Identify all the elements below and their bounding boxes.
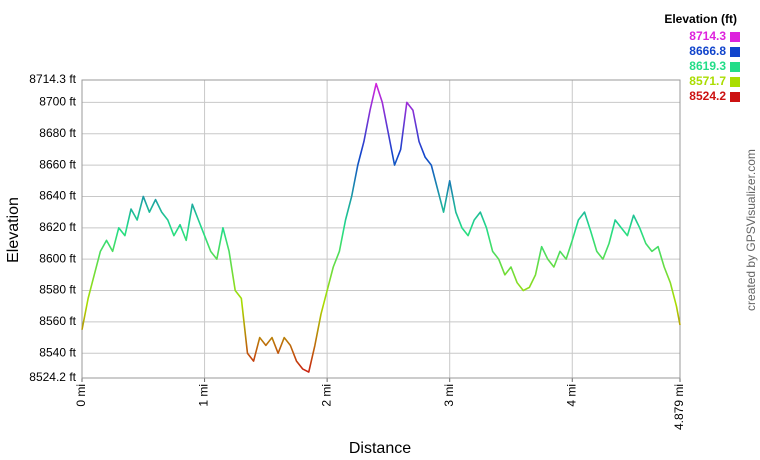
x-tick-label: 4.879 mi <box>672 384 686 430</box>
legend-swatch <box>730 77 740 87</box>
legend-title: Elevation (ft) <box>664 12 737 26</box>
legend-label: 8619.3 <box>689 59 726 73</box>
y-tick-label: 8660 ft <box>39 157 76 171</box>
y-tick-label: 8560 ft <box>39 314 76 328</box>
legend-swatch <box>730 32 740 42</box>
y-tick-label: 8640 ft <box>39 189 76 203</box>
y-axis-title: Elevation <box>5 197 22 263</box>
y-tick-label: 8700 ft <box>39 95 76 109</box>
y-tick-label: 8540 ft <box>39 345 76 359</box>
x-tick-label: 1 mi <box>197 384 211 407</box>
x-tick-label: 2 mi <box>319 384 333 407</box>
y-tick-label: 8714.3 ft <box>29 72 76 86</box>
elevation-line <box>81 82 681 373</box>
legend-swatch <box>730 47 740 57</box>
y-tick-label: 8680 ft <box>39 126 76 140</box>
legend-label: 8714.3 <box>689 29 726 43</box>
legend-swatch <box>730 92 740 102</box>
credit: created by GPSVisualizer.com <box>744 149 758 311</box>
legend-label: 8666.8 <box>689 44 726 58</box>
legend-swatch <box>730 62 740 72</box>
y-tick-label: 8524.2 ft <box>29 370 76 384</box>
x-tick-label: 4 mi <box>564 384 578 407</box>
x-axis-title: Distance <box>349 440 411 457</box>
y-tick-label: 8620 ft <box>39 220 76 234</box>
legend-label: 8571.7 <box>689 74 726 88</box>
plot-frame <box>81 79 681 379</box>
y-tick-label: 8580 ft <box>39 283 76 297</box>
x-tick-label: 3 mi <box>442 384 456 407</box>
y-tick-label: 8600 ft <box>39 251 76 265</box>
legend-label: 8524.2 <box>689 89 726 103</box>
x-tick-label: 0 mi <box>74 384 88 407</box>
